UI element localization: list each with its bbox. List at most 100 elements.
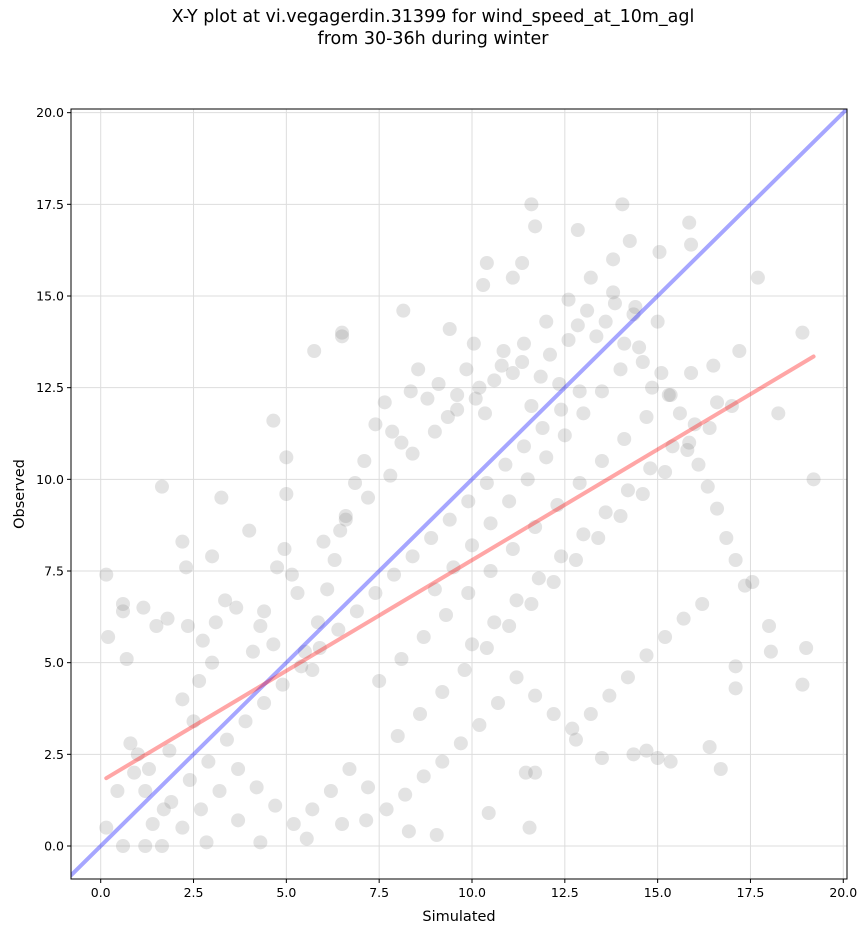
scatter-point — [316, 534, 331, 549]
scatter-point — [286, 817, 301, 831]
scatter-point — [509, 593, 524, 608]
scatter-point — [359, 813, 374, 828]
scatter-point — [119, 652, 134, 666]
scatter-point — [481, 806, 496, 820]
scatter-point — [535, 421, 550, 435]
scatter-point — [394, 652, 409, 666]
scatter-point — [763, 644, 778, 659]
scatter-point — [310, 615, 325, 630]
scatter-point — [594, 384, 609, 399]
scatter-point — [728, 553, 743, 567]
plot-frame — [70, 108, 848, 880]
scatter-point — [405, 549, 420, 564]
scatter-point — [589, 329, 604, 344]
scatter-point — [266, 637, 281, 652]
scatter-point — [284, 567, 299, 582]
scatter-point — [702, 421, 717, 435]
scatter-point — [427, 582, 442, 597]
scatter-point — [516, 439, 531, 454]
scatter-point — [461, 494, 476, 509]
scatter-point — [557, 428, 572, 443]
scatter-point — [645, 380, 660, 395]
scatter-point — [136, 600, 151, 615]
scatter-point — [115, 597, 130, 611]
scatter-point — [457, 663, 472, 677]
scatter-point — [691, 457, 706, 472]
scatter-point — [617, 336, 632, 351]
scatter-point — [606, 285, 621, 300]
scatter-point — [684, 366, 699, 380]
scatter-point — [218, 593, 233, 608]
scatter-point — [615, 197, 630, 212]
scatter-point — [487, 373, 502, 388]
scatter-point — [357, 454, 372, 468]
scatter-point — [762, 619, 777, 633]
scatter-point — [502, 619, 517, 633]
scatter-point — [515, 256, 530, 270]
scatter-point — [479, 476, 494, 490]
scatter-point — [771, 406, 786, 421]
scatter-point — [620, 483, 635, 498]
scatter-point — [682, 435, 697, 450]
plot-area-background — [71, 109, 847, 879]
scatter-point — [602, 688, 617, 703]
scatter-point — [279, 487, 294, 501]
scatter-point — [606, 252, 621, 267]
scatter-point — [546, 707, 561, 721]
scatter-point — [231, 813, 246, 828]
scatter-point — [268, 798, 283, 813]
scatter-point — [156, 802, 171, 817]
scatter-point — [427, 424, 442, 439]
scatter-point — [626, 747, 641, 762]
scatter-point — [123, 736, 138, 751]
scatter-point — [162, 743, 177, 758]
scatter-point — [496, 344, 511, 358]
x-tick-label: 0.0 — [91, 885, 111, 900]
scatter-point — [639, 410, 654, 424]
scatter-point — [635, 487, 650, 501]
scatter-point — [561, 292, 576, 307]
x-tick-label: 15.0 — [644, 885, 672, 900]
scatter-point — [138, 784, 153, 798]
scatter-point — [799, 641, 814, 655]
scatter-point — [650, 314, 665, 329]
scatter-point — [539, 314, 554, 329]
scatter-point — [446, 560, 461, 575]
scatter-point — [464, 637, 479, 652]
scatter-point — [320, 582, 335, 597]
scatter-point — [130, 747, 145, 762]
scatter-point — [238, 714, 253, 729]
scatter-point — [193, 802, 208, 817]
scatter-point — [323, 784, 338, 798]
scatter-point — [622, 234, 637, 248]
scatter-point — [528, 765, 543, 780]
y-axis-label: Observed — [12, 459, 28, 529]
scatter-point — [680, 443, 695, 457]
scatter-point — [663, 754, 678, 769]
scatter-point — [613, 509, 628, 523]
scatter-point — [266, 413, 281, 428]
x-axis-label: Simulated — [422, 909, 495, 925]
scatter-point — [361, 490, 376, 505]
chart-title-line-2: from 30-36h during winter — [317, 29, 549, 49]
scatter-point — [695, 597, 710, 611]
scatter-point — [552, 377, 567, 391]
scatter-point — [219, 732, 234, 747]
scatter-points — [99, 197, 821, 853]
scatter-point — [732, 344, 747, 358]
scatter-point — [245, 644, 260, 659]
y-tick-label: 5.0 — [44, 655, 64, 670]
x-axis-ticks: 0.0 2.5 5.0 7.5 10.0 12.5 15.0 17.5 20.0 — [91, 879, 857, 900]
scatter-point — [565, 721, 580, 736]
scatter-point — [628, 300, 643, 314]
scatter-point — [542, 347, 557, 362]
scatter-point — [440, 410, 455, 424]
scatter-point — [466, 336, 481, 351]
scatter-point — [524, 597, 539, 611]
scatter-point — [335, 329, 350, 344]
scatter-point — [229, 600, 244, 615]
scatter-point — [349, 604, 364, 619]
scatter-point — [431, 377, 446, 391]
scatter-point — [706, 358, 721, 373]
scatter-point — [401, 824, 416, 839]
